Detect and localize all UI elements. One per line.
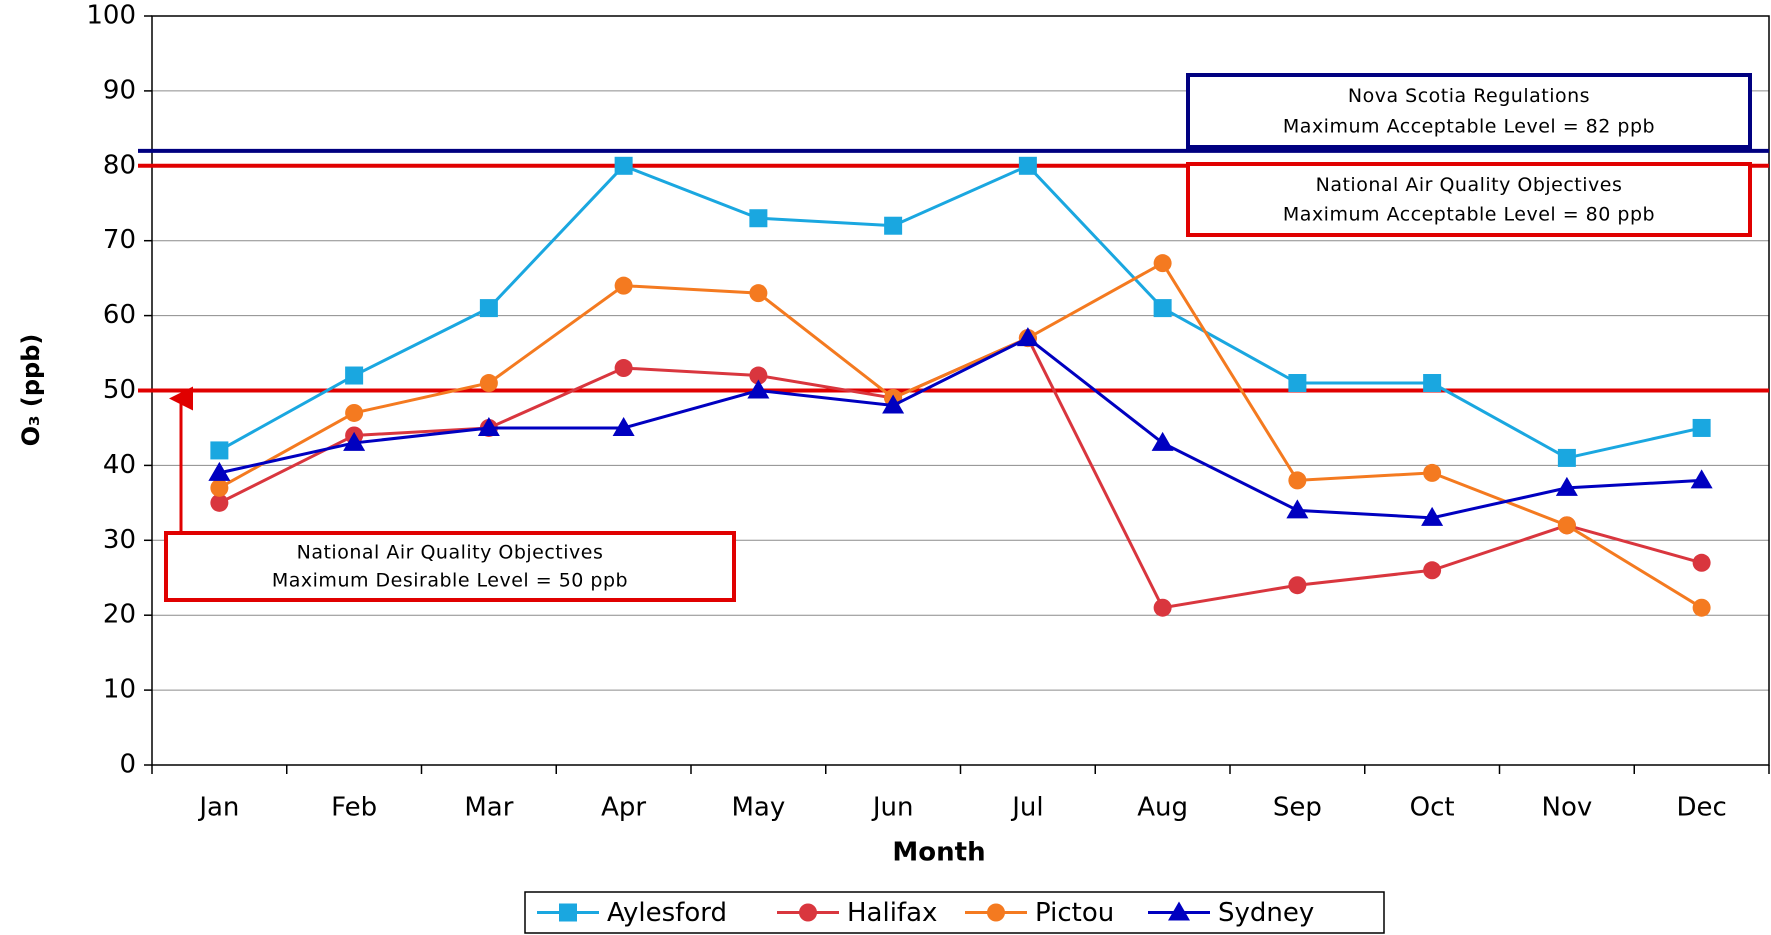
marker bbox=[614, 359, 633, 378]
x-tick-label: Jun bbox=[871, 793, 914, 823]
marker bbox=[210, 493, 229, 512]
marker bbox=[614, 276, 633, 295]
marker bbox=[1151, 431, 1174, 451]
marker bbox=[882, 394, 905, 414]
x-tick-label: Aug bbox=[1137, 793, 1188, 823]
marker bbox=[1016, 327, 1039, 347]
y-tick-label: 50 bbox=[103, 375, 136, 405]
marker bbox=[1555, 476, 1578, 496]
marker bbox=[884, 216, 903, 235]
y-tick-label: 10 bbox=[103, 675, 136, 705]
annotation-box bbox=[1186, 162, 1752, 237]
legend-label: Aylesford bbox=[607, 898, 727, 928]
marker bbox=[1423, 463, 1442, 482]
marker bbox=[345, 366, 364, 385]
marker bbox=[799, 903, 817, 922]
marker bbox=[1286, 499, 1309, 519]
legend: Aylesford Halifax Pictou Sydney bbox=[524, 891, 1385, 934]
marker bbox=[1692, 418, 1711, 437]
marker bbox=[1288, 576, 1307, 595]
marker bbox=[1153, 598, 1172, 617]
annotation-text: Nova Scotia Regulations bbox=[1348, 85, 1590, 107]
x-axis-label: Month bbox=[892, 838, 985, 868]
marker bbox=[749, 366, 768, 385]
x-tick-label: Jul bbox=[1010, 793, 1043, 823]
annotation-text: Maximum Acceptable Level = 82 ppb bbox=[1283, 115, 1655, 137]
marker bbox=[749, 209, 768, 228]
legend-label: Sydney bbox=[1218, 898, 1314, 928]
marker bbox=[210, 441, 229, 460]
y-tick-label: 80 bbox=[103, 150, 136, 180]
annotation-box bbox=[164, 531, 736, 602]
marker bbox=[1168, 901, 1190, 921]
marker bbox=[1423, 561, 1442, 580]
x-tick-label: Nov bbox=[1542, 793, 1593, 823]
series-line bbox=[218, 163, 1702, 460]
marker bbox=[1288, 471, 1307, 490]
marker bbox=[479, 299, 498, 318]
annotation-text: Maximum Desirable Level = 50 ppb bbox=[272, 570, 628, 592]
marker bbox=[477, 416, 500, 436]
series-line bbox=[218, 261, 1703, 609]
x-tick-label: Oct bbox=[1410, 793, 1455, 823]
marker bbox=[559, 903, 577, 922]
marker bbox=[1690, 469, 1713, 489]
annotation-text: National Air Quality Objectives bbox=[297, 542, 604, 564]
marker bbox=[749, 284, 768, 303]
marker bbox=[1018, 156, 1037, 175]
marker bbox=[1153, 254, 1172, 273]
y-tick-label: 30 bbox=[103, 525, 136, 555]
y-tick-label: 90 bbox=[103, 75, 136, 105]
x-tick-label: Mar bbox=[464, 793, 513, 823]
marker bbox=[1557, 448, 1576, 467]
marker bbox=[479, 374, 498, 393]
x-tick-label: Apr bbox=[601, 793, 646, 823]
marker bbox=[614, 156, 633, 175]
marker bbox=[210, 478, 229, 497]
y-tick-label: 70 bbox=[103, 225, 136, 255]
marker bbox=[1421, 506, 1444, 526]
marker bbox=[1153, 299, 1172, 318]
annotation-box bbox=[1186, 73, 1752, 149]
x-tick-label: Jan bbox=[197, 793, 239, 823]
y-tick-label: 0 bbox=[119, 750, 136, 780]
marker bbox=[747, 379, 770, 399]
legend-label: Pictou bbox=[1035, 898, 1114, 928]
legend-label: Halifax bbox=[847, 898, 937, 928]
y-axis-label: O₃ (ppb) bbox=[17, 334, 45, 447]
series-line bbox=[219, 336, 1702, 520]
y-tick-label: 20 bbox=[103, 600, 136, 630]
x-tick-label: May bbox=[731, 793, 785, 823]
marker bbox=[1288, 374, 1307, 393]
marker bbox=[1692, 553, 1711, 572]
marker bbox=[343, 431, 366, 451]
marker bbox=[612, 416, 635, 436]
marker bbox=[1423, 374, 1442, 393]
x-tick-label: Sep bbox=[1273, 793, 1322, 823]
marker bbox=[1692, 598, 1711, 617]
y-tick-label: 100 bbox=[86, 1, 136, 31]
annotation-text: Maximum Acceptable Level = 80 ppb bbox=[1283, 204, 1655, 226]
annotation-text: National Air Quality Objectives bbox=[1316, 174, 1623, 196]
y-tick-label: 40 bbox=[103, 450, 136, 480]
x-tick-label: Feb bbox=[331, 793, 377, 823]
marker bbox=[208, 461, 231, 481]
marker bbox=[1557, 516, 1576, 535]
marker bbox=[345, 403, 364, 422]
marker bbox=[987, 903, 1005, 922]
y-tick-label: 60 bbox=[103, 300, 136, 330]
x-tick-label: Dec bbox=[1676, 793, 1726, 823]
legend-box bbox=[524, 891, 1385, 934]
